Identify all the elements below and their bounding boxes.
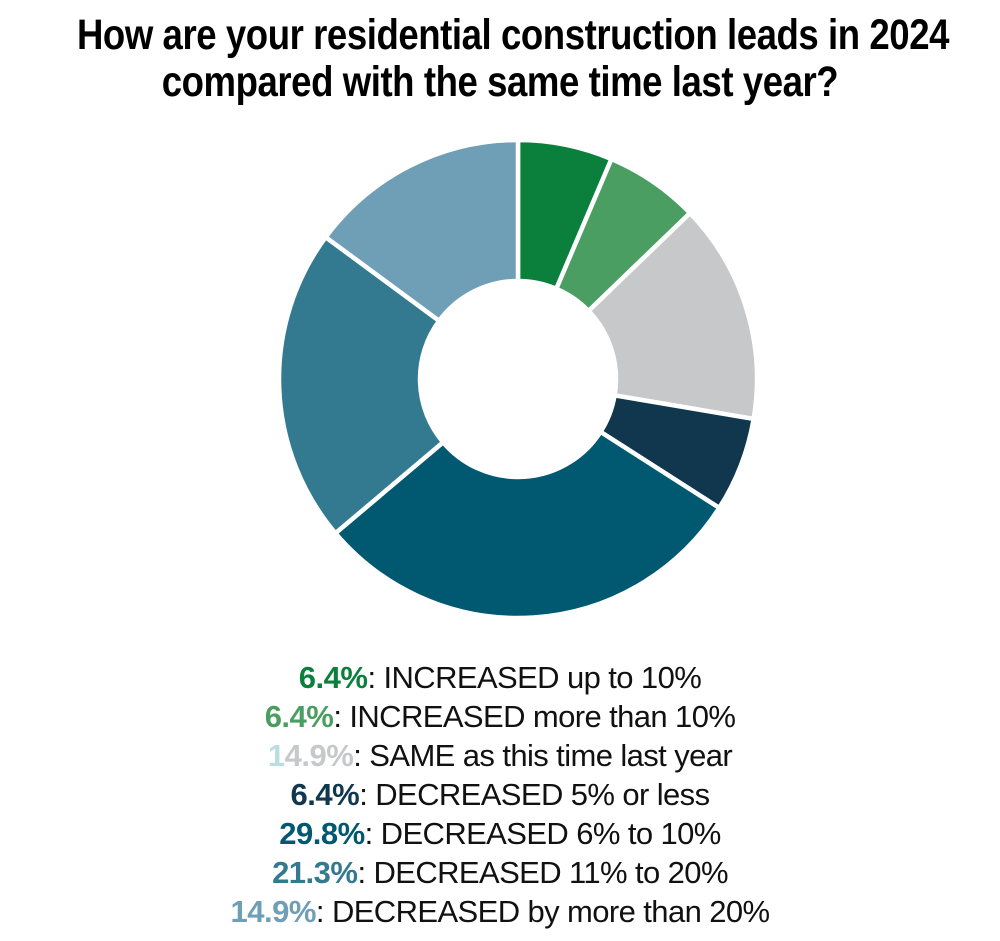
- legend-label: : DECREASED 11% to 20%: [357, 855, 728, 890]
- legend-pct-prefix: 1: [267, 738, 285, 773]
- legend-label: : INCREASED more than 10%: [333, 699, 736, 734]
- legend-label: : INCREASED up to 10%: [367, 660, 702, 695]
- legend-item-3: 14.9%: SAME as this time last year: [0, 736, 1000, 775]
- chart-title-line2: compared with the same time last year?: [161, 58, 839, 106]
- donut-chart: [276, 137, 760, 621]
- legend-label: : DECREASED by more than 20%: [315, 894, 770, 929]
- legend-label: : SAME as this time last year: [353, 738, 733, 773]
- donut-slice-3: [585, 209, 760, 422]
- donut-slice-7: [322, 137, 521, 324]
- legend-item-7: 14.9%: DECREASED by more than 20%: [0, 892, 1000, 931]
- chart-title: How are your residential construction le…: [0, 12, 1000, 106]
- legend-pct: 6.4%: [264, 699, 334, 734]
- donut-slice-5: [332, 428, 723, 621]
- legend-pct: 21.3%: [272, 855, 358, 890]
- legend-pct: 14.9%: [267, 738, 354, 773]
- legend-pct-rest: 4.9%: [284, 738, 354, 773]
- legend-item-4: 6.4%: DECREASED 5% or less: [0, 775, 1000, 814]
- legend-label: : DECREASED 5% or less: [359, 777, 710, 812]
- legend-pct: 6.4%: [290, 777, 360, 812]
- legend-item-1: 6.4%: INCREASED up to 10%: [0, 658, 1000, 697]
- legend-pct: 6.4%: [298, 660, 368, 695]
- legend-item-2: 6.4%: INCREASED more than 10%: [0, 697, 1000, 736]
- chart-legend: 6.4%: INCREASED up to 10% 6.4%: INCREASED…: [0, 658, 1000, 931]
- legend-item-6: 21.3%: DECREASED 11% to 20%: [0, 853, 1000, 892]
- donut-slice-6: [276, 233, 447, 537]
- legend-item-5: 29.8%: DECREASED 6% to 10%: [0, 814, 1000, 853]
- chart-title-line1: How are your residential construction le…: [76, 11, 950, 59]
- legend-pct: 29.8%: [279, 816, 365, 851]
- legend-label: : DECREASED 6% to 10%: [364, 816, 722, 851]
- legend-pct: 14.9%: [230, 894, 317, 929]
